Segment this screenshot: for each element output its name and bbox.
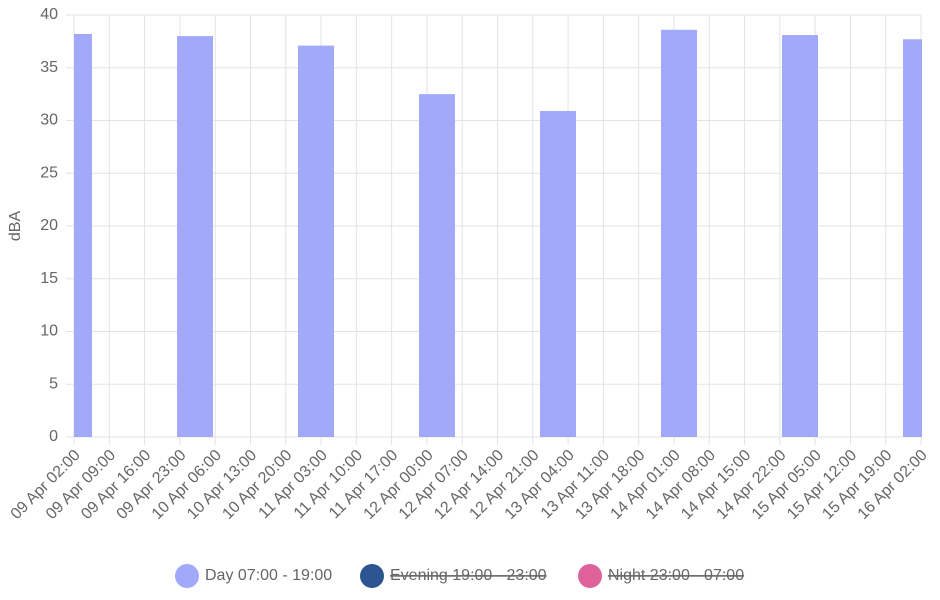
y-tick-label: 20 xyxy=(40,217,58,234)
y-axis-label: dBA xyxy=(7,211,24,242)
plot-area xyxy=(74,29,922,438)
bar xyxy=(903,39,922,437)
legend-label: Night 23:00 - 07:00 xyxy=(608,567,744,584)
y-tick-label: 0 xyxy=(49,428,58,445)
bar xyxy=(419,94,455,437)
y-tick-label: 10 xyxy=(40,323,58,340)
y-tick-label: 5 xyxy=(49,375,58,392)
legend-marker xyxy=(578,564,602,588)
y-tick-label: 15 xyxy=(40,270,58,287)
legend-label: Evening 19:00 - 23:00 xyxy=(390,567,547,584)
legend-marker xyxy=(175,564,199,588)
bar xyxy=(782,35,818,438)
y-tick-label: 30 xyxy=(40,112,58,129)
bar xyxy=(177,36,213,437)
bar xyxy=(74,33,92,438)
bar xyxy=(298,45,334,437)
bar xyxy=(661,29,697,438)
bar xyxy=(540,111,576,437)
y-tick-label: 25 xyxy=(40,164,58,181)
y-tick-label: 35 xyxy=(40,59,58,76)
legend-label: Day 07:00 - 19:00 xyxy=(205,567,332,584)
y-tick-label: 40 xyxy=(40,6,58,23)
legend-marker xyxy=(360,564,384,588)
